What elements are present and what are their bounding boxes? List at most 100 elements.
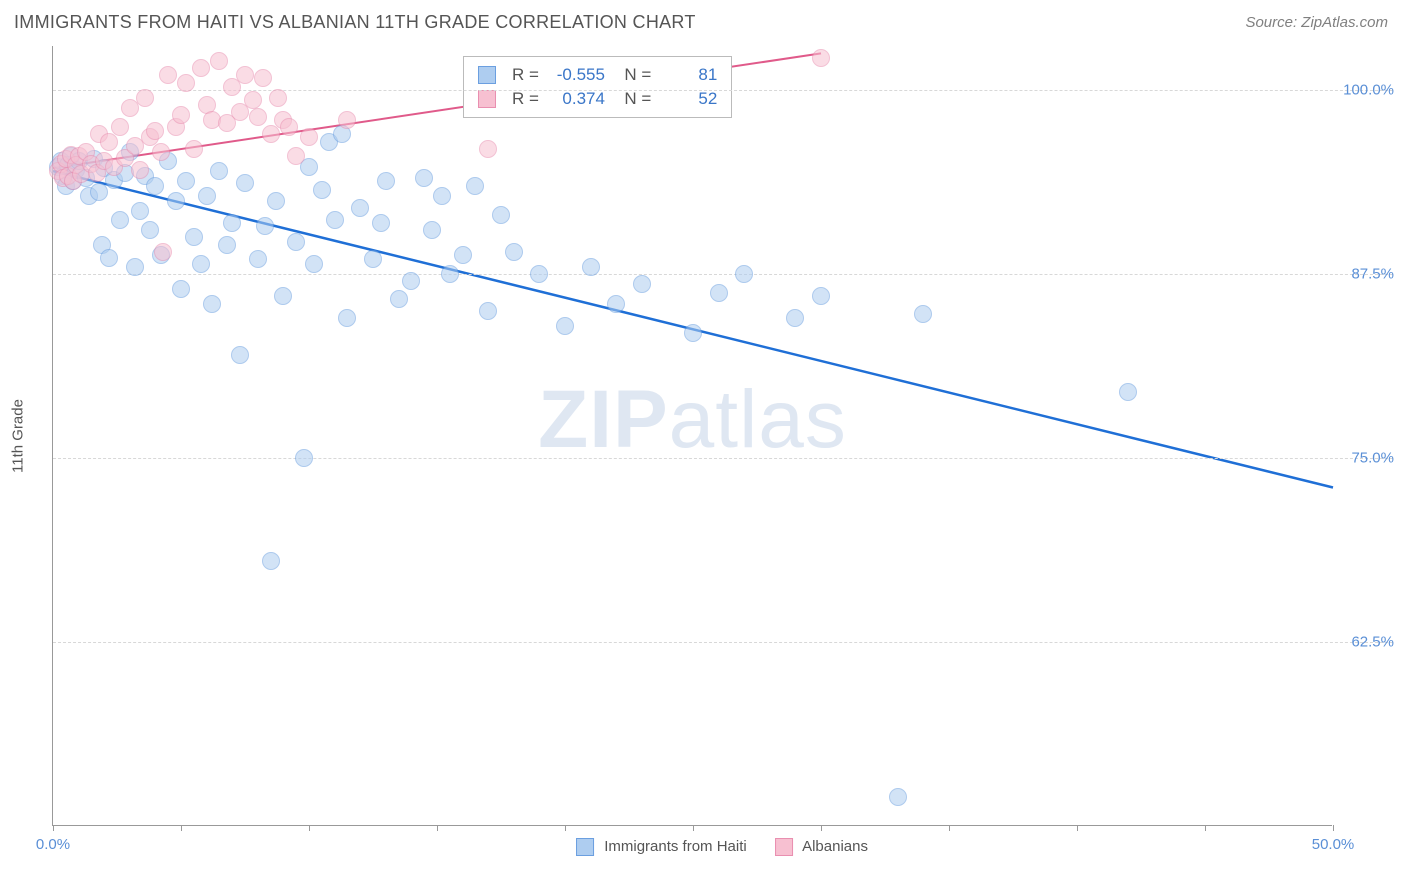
data-point xyxy=(262,552,280,570)
x-tick xyxy=(1205,825,1206,831)
data-point xyxy=(454,246,472,264)
data-point xyxy=(300,128,318,146)
legend-label: Albanians xyxy=(802,838,868,855)
data-point xyxy=(479,140,497,158)
data-point xyxy=(111,118,129,136)
correlation-stats-box: R = -0.555 N = 81 R = 0.374 N = 52 xyxy=(463,56,732,118)
data-point xyxy=(684,324,702,342)
data-point xyxy=(812,287,830,305)
data-point xyxy=(372,214,390,232)
stats-r-label: R = xyxy=(512,89,539,109)
y-tick-label: 62.5% xyxy=(1339,634,1394,651)
stats-n-label: N = xyxy=(615,89,651,109)
data-point xyxy=(90,183,108,201)
data-point xyxy=(210,162,228,180)
data-point xyxy=(479,302,497,320)
x-tick xyxy=(309,825,310,831)
data-point xyxy=(100,249,118,267)
x-tick xyxy=(821,825,822,831)
data-point xyxy=(236,174,254,192)
x-tick-label: 50.0% xyxy=(1312,836,1355,853)
data-point xyxy=(492,206,510,224)
data-point xyxy=(415,169,433,187)
header-bar: IMMIGRANTS FROM HAITI VS ALBANIAN 11TH G… xyxy=(0,0,1406,41)
stats-swatch-albanians xyxy=(478,90,496,108)
data-point xyxy=(305,255,323,273)
data-point xyxy=(172,106,190,124)
data-point xyxy=(141,221,159,239)
data-point xyxy=(249,250,267,268)
data-point xyxy=(192,59,210,77)
data-point xyxy=(231,346,249,364)
x-tick xyxy=(949,825,950,831)
gridline xyxy=(53,642,1393,643)
data-point xyxy=(249,108,267,126)
data-point xyxy=(198,187,216,205)
data-point xyxy=(131,161,149,179)
data-point xyxy=(287,147,305,165)
plot-area: ZIPatlas R = -0.555 N = 81 R = 0.374 N =… xyxy=(52,46,1332,826)
stats-n-label: N = xyxy=(615,65,651,85)
data-point xyxy=(126,258,144,276)
data-point xyxy=(505,243,523,261)
data-point xyxy=(295,449,313,467)
data-point xyxy=(223,214,241,232)
y-axis-label: 11th Grade xyxy=(10,399,27,473)
stats-r-value: 0.374 xyxy=(549,89,605,109)
data-point xyxy=(280,118,298,136)
data-point xyxy=(326,211,344,229)
data-point xyxy=(146,122,164,140)
x-tick xyxy=(437,825,438,831)
data-point xyxy=(185,140,203,158)
data-point xyxy=(466,177,484,195)
data-point xyxy=(269,89,287,107)
data-point xyxy=(254,69,272,87)
data-point xyxy=(1119,383,1137,401)
data-point xyxy=(136,89,154,107)
data-point xyxy=(364,250,382,268)
data-point xyxy=(154,243,172,261)
data-point xyxy=(159,66,177,84)
data-point xyxy=(152,143,170,161)
legend-label: Immigrants from Haiti xyxy=(604,838,747,855)
y-tick-label: 87.5% xyxy=(1339,266,1394,283)
data-point xyxy=(735,265,753,283)
data-point xyxy=(256,217,274,235)
data-point xyxy=(530,265,548,283)
data-point xyxy=(556,317,574,335)
data-point xyxy=(167,192,185,210)
y-tick-label: 75.0% xyxy=(1339,450,1394,467)
data-point xyxy=(287,233,305,251)
x-tick xyxy=(693,825,694,831)
stats-n-value: 81 xyxy=(661,65,717,85)
data-point xyxy=(390,290,408,308)
bottom-legend: Immigrants from Haiti Albanians xyxy=(576,838,868,856)
data-point xyxy=(262,125,280,143)
data-point xyxy=(192,255,210,273)
x-tick xyxy=(565,825,566,831)
x-tick xyxy=(1077,825,1078,831)
data-point xyxy=(185,228,203,246)
data-point xyxy=(607,295,625,313)
data-point xyxy=(131,202,149,220)
data-point xyxy=(710,284,728,302)
data-point xyxy=(889,788,907,806)
x-tick xyxy=(53,825,54,831)
legend-swatch-albanians xyxy=(775,838,793,856)
data-point xyxy=(177,172,195,190)
source-attribution: Source: ZipAtlas.com xyxy=(1245,14,1388,31)
data-point xyxy=(146,177,164,195)
gridline xyxy=(53,274,1393,275)
y-tick-label: 100.0% xyxy=(1339,82,1394,99)
data-point xyxy=(218,236,236,254)
stats-n-value: 52 xyxy=(661,89,717,109)
data-point xyxy=(338,111,356,129)
stats-swatch-haiti xyxy=(478,66,496,84)
stats-r-label: R = xyxy=(512,65,539,85)
chart-container: 11th Grade ZIPatlas R = -0.555 N = 81 R … xyxy=(52,46,1392,826)
data-point xyxy=(423,221,441,239)
data-point xyxy=(274,287,292,305)
data-point xyxy=(313,181,331,199)
data-point xyxy=(203,295,221,313)
data-point xyxy=(177,74,195,92)
